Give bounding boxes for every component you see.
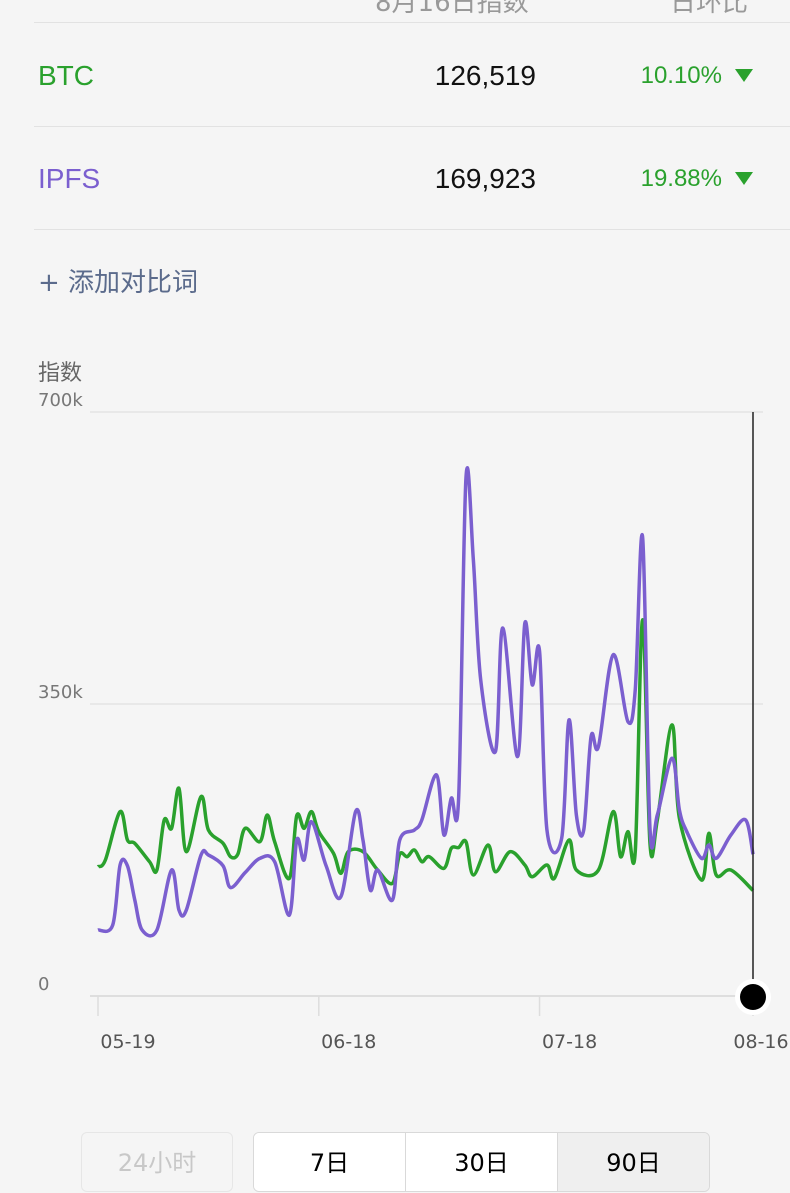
range-7d-button[interactable]: 7日 [254,1133,406,1191]
down-arrow-icon [735,172,753,185]
y-axis-label: 指数 [38,361,83,386]
keyword-name: IPFS [38,163,101,194]
header-index-column: 8月16日指数 [375,0,529,18]
range-24h-button[interactable]: 24小时 [81,1132,233,1192]
y-tick-label: 0 [38,974,49,995]
divider [34,229,790,230]
x-tick-label: 08-16 [733,1031,788,1053]
range-30d-button[interactable]: 30日 [406,1133,558,1191]
keyword-change: 19.88% [640,165,722,192]
range-90d-button[interactable]: 90日 [558,1133,709,1191]
trend-chart[interactable]: 0 350k 700k 05-19 06-18 07-18 08-16 [0,380,790,1070]
keyword-name: BTC [38,60,94,91]
keyword-row-btc[interactable]: BTC 126,519 10.10% [0,46,790,106]
keyword-change: 10.10% [640,62,722,89]
x-tick-label: 05-19 [100,1031,155,1053]
divider [34,126,790,127]
header-change-column: 日环比 [670,0,749,18]
y-tick-label: 350k [38,682,83,703]
range-segmented-control: 7日 30日 90日 [253,1132,710,1192]
series-line-ipfs [97,466,755,938]
keyword-index-value: 126,519 [434,60,536,91]
cursor-handle [740,984,766,1010]
y-tick-label: 700k [38,390,83,411]
x-tick-label: 07-18 [542,1031,597,1053]
keyword-row-ipfs[interactable]: IPFS 169,923 19.88% [0,149,790,209]
keyword-index-value: 169,923 [434,163,536,194]
series-line-btc [96,617,755,892]
down-arrow-icon [735,69,753,82]
divider [34,22,790,23]
add-compare-keyword-button[interactable]: + 添加对比词 [38,268,199,298]
x-tick-label: 06-18 [321,1031,376,1053]
